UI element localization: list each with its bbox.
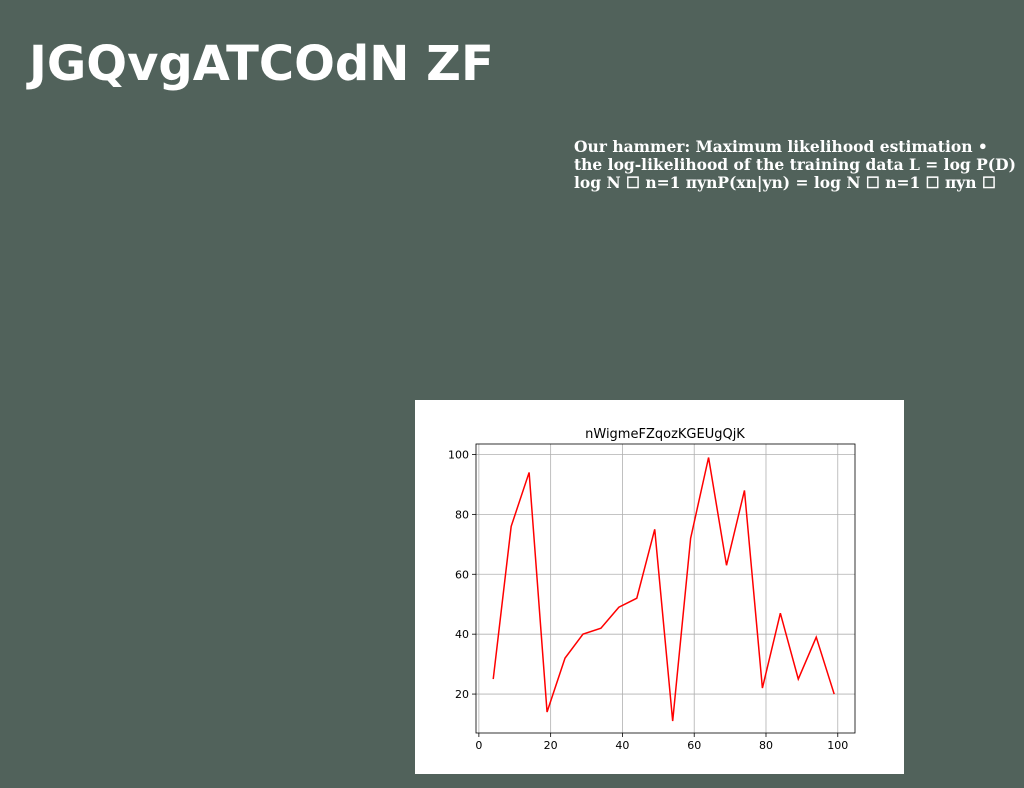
line-chart: nWigmeFZqozKGEUgQjK 0 20 40 60 80 100 20 40 60 80… (448, 427, 856, 752)
chart-title: nWigmeFZqozKGEUgQjK (585, 427, 745, 442)
y-tick-label: 80 (455, 508, 469, 521)
x-tick-label: 60 (687, 739, 701, 752)
x-tick-label: 0 (475, 739, 482, 752)
x-tick-label: 80 (759, 739, 773, 752)
plot-frame (475, 443, 856, 734)
y-tick-label: 20 (455, 688, 469, 701)
body-line: log N ☐ n=1 πynP(xn|yn) = log N ☐ n=1 ☐ … (574, 173, 996, 192)
x-tick-label: 20 (544, 739, 558, 752)
series-line (492, 457, 835, 722)
y-tick-label: 100 (448, 448, 469, 461)
body-line: Our hammer: Maximum likelihood estimatio… (574, 138, 988, 156)
x-tick-label: 100 (827, 739, 848, 752)
y-tick-label: 40 (455, 628, 469, 641)
y-tick-label: 60 (455, 568, 469, 581)
chart-panel: nWigmeFZqozKGEUgQjK 0 20 40 60 80 100 20 40 60 80… (415, 400, 904, 774)
slide-title: JGQvgATCOdN ZF (29, 36, 494, 92)
x-tick-label: 40 (615, 739, 629, 752)
slide-body-text: Our hammer: Maximum likelihood estimatio… (574, 138, 1024, 192)
body-line: the log-likelihood of the training data … (574, 155, 1016, 174)
